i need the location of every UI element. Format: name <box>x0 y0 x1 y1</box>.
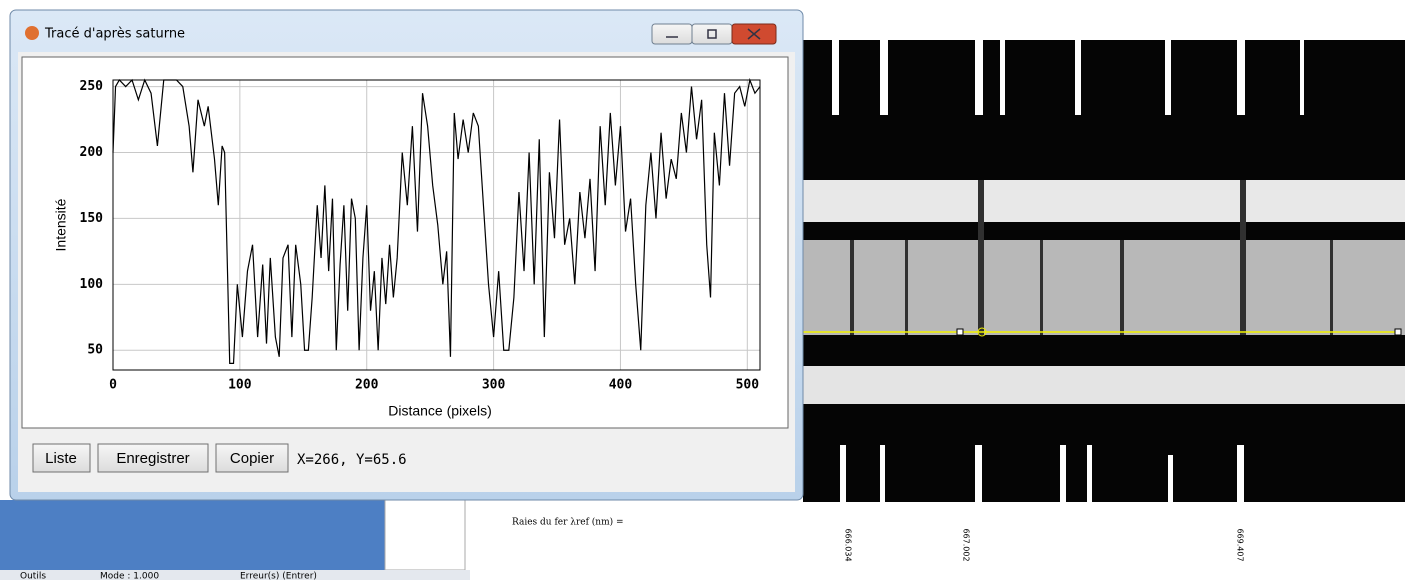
x-tick-label: 400 <box>609 378 633 393</box>
plot-frame <box>112 79 761 371</box>
copy-button-label: Copier <box>230 450 274 467</box>
plot: 50 100 150 200 250 0 100 200 300 400 500 <box>80 77 761 393</box>
status-item: Outils <box>20 572 46 580</box>
y-tick-label: 250 <box>80 79 104 94</box>
y-tick-label: 150 <box>80 211 104 226</box>
minimize-button[interactable] <box>651 23 693 45</box>
maximize-button[interactable] <box>691 23 733 45</box>
copy-button[interactable] <box>215 443 289 473</box>
plot-panel <box>21 56 789 429</box>
save-button-label: Enregistrer <box>116 450 189 467</box>
x-axis-label: Distance (pixels) <box>388 403 491 419</box>
line-label: 669.407 <box>1236 528 1245 561</box>
profile-line <box>112 77 761 365</box>
spectrum-label: Raies du fer λref (nm) = <box>512 517 624 528</box>
x-tick-label: 200 <box>355 378 379 393</box>
status-item: Mode : 1.000 <box>100 572 159 580</box>
x-tick-label: 100 <box>228 378 252 393</box>
list-button[interactable] <box>32 443 91 473</box>
app-panel-side <box>384 499 466 571</box>
x-tick-label: 500 <box>736 378 760 393</box>
y-tick-label: 50 <box>87 343 103 358</box>
y-axis-label: Intensité <box>53 198 69 251</box>
status-bar <box>0 570 470 580</box>
y-tick-label: 100 <box>80 277 104 292</box>
spectrum-image <box>803 40 1405 502</box>
window-icon <box>25 26 39 40</box>
list-button-label: Liste <box>45 450 77 467</box>
window-title: Tracé d'après saturne <box>44 27 185 42</box>
x-tick-label: 300 <box>482 378 506 393</box>
cursor-readout: X=266, Y=65.6 <box>297 452 407 468</box>
spectrum-caption-area <box>803 502 1420 570</box>
status-item: Erreur(s) (Entrer) <box>240 572 317 580</box>
y-tick-label: 200 <box>80 145 104 160</box>
app-panel <box>0 500 385 570</box>
line-label: 666.034 <box>844 528 853 561</box>
save-button[interactable] <box>97 443 209 473</box>
x-tick-label: 0 <box>109 378 117 393</box>
line-label: 667.002 <box>962 528 971 561</box>
